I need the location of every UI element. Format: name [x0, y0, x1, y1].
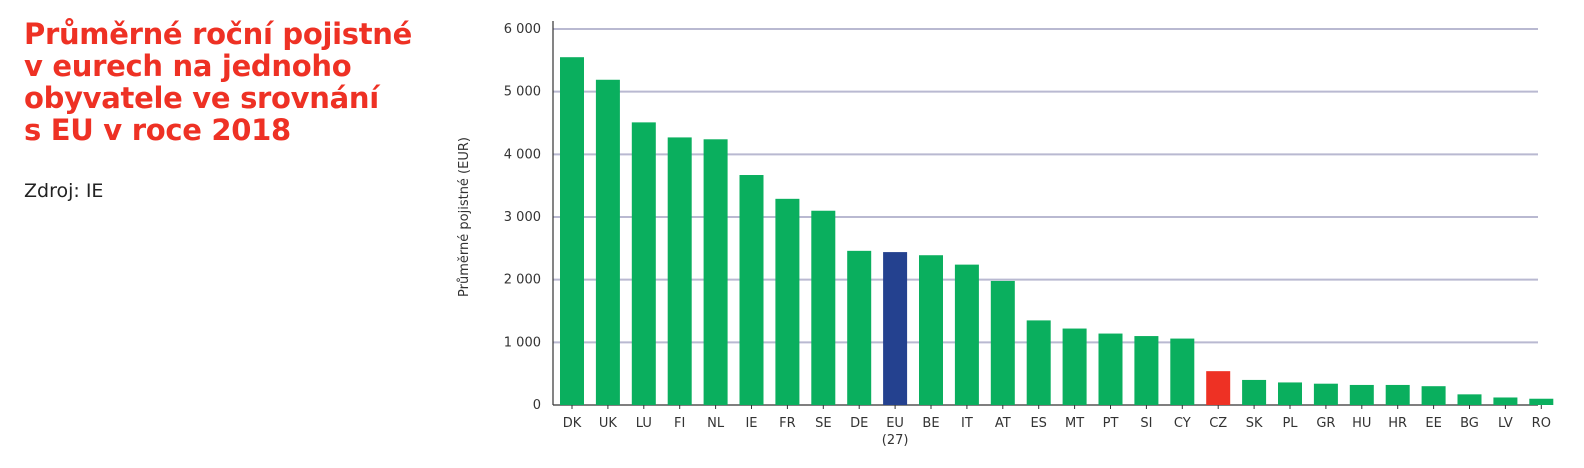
bar-fr	[775, 198, 800, 405]
y-tick-label: 0	[533, 398, 541, 413]
bar-mt	[1062, 328, 1087, 405]
bar-gr	[1313, 383, 1338, 405]
x-tick-label: EE	[1425, 416, 1441, 431]
chart-title-line: v eurech na jednoho	[24, 49, 352, 83]
x-tick-label: PL	[1282, 416, 1298, 431]
x-tick-label: GR	[1316, 416, 1335, 431]
chart-title: Průměrné roční pojistné v eurech na jedn…	[24, 18, 444, 146]
bar-si	[1134, 336, 1159, 405]
bar-ro	[1529, 398, 1554, 405]
x-tick-label: PT	[1103, 416, 1119, 431]
x-tick-label: CY	[1174, 416, 1191, 431]
x-tick-label: AT	[995, 416, 1011, 431]
x-tick-label: LU	[636, 416, 652, 431]
x-tick-label: IE	[745, 416, 757, 431]
x-tick-label: FR	[779, 416, 796, 431]
y-tick-label: 2 000	[504, 273, 541, 288]
bar-it	[954, 264, 979, 405]
bar-hu	[1349, 384, 1374, 405]
title-block: Průměrné roční pojistné v eurech na jedn…	[24, 18, 444, 202]
source-note: Zdroj: IE	[24, 180, 104, 202]
x-tick-label: FI	[674, 416, 685, 431]
bar-at	[990, 280, 1015, 405]
x-tick-label: HR	[1388, 416, 1407, 431]
x-tick-label: HU	[1352, 416, 1371, 431]
x-tick-label: UK	[599, 416, 618, 431]
chart-title-line: Průměrné roční pojistné	[24, 17, 412, 51]
x-tick-label: SK	[1246, 416, 1263, 431]
x-tick-label: ES	[1030, 416, 1046, 431]
bar-eu	[883, 252, 908, 405]
bar-sk	[1242, 379, 1267, 405]
bar-ie	[739, 175, 764, 405]
bar-uk	[595, 79, 620, 405]
y-tick-label: 4 000	[504, 147, 541, 162]
bar-cy	[1170, 338, 1195, 405]
bar-es	[1026, 320, 1051, 405]
bar-nl	[703, 139, 728, 405]
y-tick-label: 6 000	[504, 22, 541, 37]
bar-fi	[667, 137, 692, 405]
x-tick-label: BE	[922, 416, 939, 431]
x-tick-label: DK	[563, 416, 582, 431]
x-tick-label: CZ	[1209, 416, 1227, 431]
bar-hr	[1385, 384, 1410, 405]
bar-cz	[1206, 371, 1231, 405]
chart-title-line: obyvatele ve srovnání	[24, 81, 379, 115]
bar-chart: 0 1 000 2 000 3 000 4 000 5 000 6 000 DK UK LU FI N…	[457, 21, 1554, 448]
bar-lu	[631, 122, 656, 405]
bar-de	[847, 250, 872, 405]
y-axis-label: Průměrné pojistné (EUR)	[457, 137, 472, 297]
bar-be	[919, 255, 943, 405]
bar-lv	[1493, 397, 1518, 405]
x-tick-label: NL	[707, 416, 725, 431]
x-tick-label: LV	[1498, 416, 1513, 431]
y-tick-label: 3 000	[504, 210, 541, 225]
bar-pt	[1098, 333, 1123, 405]
bar-ee	[1421, 386, 1446, 405]
bar-dk	[560, 57, 584, 405]
bar-bg	[1457, 394, 1482, 405]
y-tick-label: 5 000	[504, 85, 541, 100]
bar-se	[811, 210, 836, 405]
x-tick-label: SE	[815, 416, 831, 431]
x-tick-sublabel: (27)	[882, 433, 909, 448]
x-tick-label: DE	[850, 416, 868, 431]
bar-pl	[1278, 382, 1302, 405]
x-tick-label: EU	[886, 416, 904, 431]
x-tick-label: RO	[1532, 416, 1551, 431]
x-tick-label: BG	[1460, 416, 1479, 431]
chart-title-line: s EU v roce 2018	[24, 113, 291, 147]
x-tick-label: MT	[1065, 416, 1084, 431]
x-tick-label: SI	[1140, 416, 1152, 431]
x-tick-label: IT	[961, 416, 973, 431]
y-tick-label: 1 000	[504, 335, 541, 350]
